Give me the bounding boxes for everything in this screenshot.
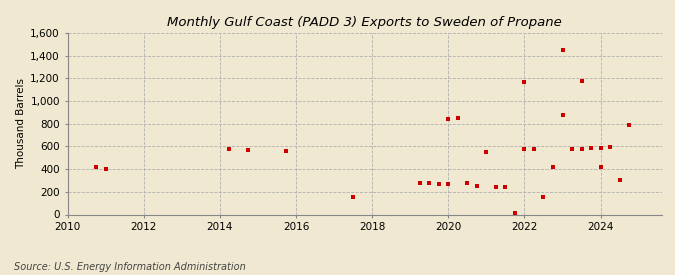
Point <box>519 147 530 151</box>
Point <box>500 185 511 189</box>
Point <box>566 147 577 152</box>
Point <box>471 183 482 188</box>
Point <box>424 181 435 185</box>
Point <box>452 115 463 120</box>
Point <box>605 145 616 149</box>
Point <box>547 165 558 170</box>
Point <box>538 195 549 199</box>
Title: Monthly Gulf Coast (PADD 3) Exports to Sweden of Propane: Monthly Gulf Coast (PADD 3) Exports to S… <box>167 16 562 29</box>
Point <box>100 166 111 171</box>
Point <box>614 178 625 183</box>
Point <box>510 211 520 216</box>
Point <box>576 147 587 151</box>
Point <box>595 165 606 170</box>
Point <box>481 150 492 154</box>
Point <box>491 185 502 189</box>
Point <box>462 181 472 186</box>
Point <box>90 165 101 170</box>
Point <box>529 147 539 152</box>
Point <box>519 80 530 84</box>
Point <box>586 146 597 150</box>
Point <box>443 182 454 187</box>
Point <box>557 48 568 52</box>
Point <box>433 182 444 186</box>
Point <box>414 181 425 185</box>
Point <box>576 79 587 83</box>
Point <box>595 146 606 150</box>
Y-axis label: Thousand Barrels: Thousand Barrels <box>16 78 26 169</box>
Point <box>624 123 634 127</box>
Point <box>443 117 454 122</box>
Text: Source: U.S. Energy Information Administration: Source: U.S. Energy Information Administ… <box>14 262 245 272</box>
Point <box>348 195 358 199</box>
Point <box>557 113 568 117</box>
Point <box>281 149 292 153</box>
Point <box>243 148 254 153</box>
Point <box>224 147 235 151</box>
